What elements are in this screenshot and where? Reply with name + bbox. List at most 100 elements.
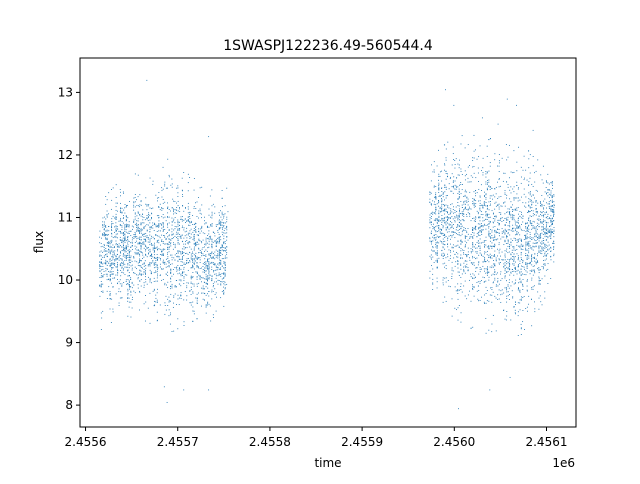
data-point	[137, 217, 139, 219]
data-point	[109, 271, 111, 273]
data-point	[438, 185, 440, 187]
data-point	[211, 189, 213, 191]
data-point	[130, 259, 132, 261]
data-point	[122, 222, 124, 224]
data-point	[494, 272, 496, 273]
data-point	[432, 256, 434, 258]
data-point	[208, 237, 210, 239]
data-point	[193, 242, 195, 244]
data-point	[211, 291, 213, 293]
data-point	[501, 205, 503, 207]
data-point	[449, 212, 451, 214]
data-point	[514, 224, 516, 226]
data-point	[165, 284, 167, 286]
data-point	[458, 191, 460, 193]
data-point	[442, 193, 444, 195]
data-point	[451, 236, 453, 238]
data-point	[186, 252, 188, 254]
data-point	[546, 207, 547, 209]
data-point	[109, 253, 111, 255]
data-point	[503, 259, 505, 261]
data-point	[478, 273, 480, 275]
data-point	[535, 235, 537, 237]
data-point	[544, 259, 546, 261]
data-point	[204, 269, 206, 271]
data-point	[429, 191, 431, 193]
data-point	[515, 268, 516, 270]
data-point	[532, 286, 534, 288]
data-point	[473, 217, 475, 219]
data-point	[180, 285, 182, 287]
data-point	[139, 272, 141, 274]
data-point	[485, 194, 487, 196]
data-point	[99, 230, 101, 232]
data-point	[140, 232, 142, 234]
data-point	[491, 301, 493, 303]
data-point	[171, 217, 173, 219]
data-point	[171, 186, 173, 188]
data-point	[220, 273, 222, 275]
data-point	[467, 267, 469, 269]
data-point	[464, 228, 466, 230]
data-point	[220, 263, 222, 265]
data-point	[497, 231, 498, 233]
data-point	[174, 254, 176, 256]
data-point	[149, 264, 151, 266]
data-point	[118, 243, 120, 245]
data-point	[508, 265, 510, 267]
data-point	[472, 284, 473, 286]
data-point	[205, 265, 207, 267]
data-point	[130, 316, 132, 318]
data-point	[546, 181, 548, 183]
data-point	[439, 232, 441, 234]
data-point	[444, 209, 446, 211]
data-point	[112, 267, 114, 268]
data-point	[215, 273, 217, 275]
data-point	[510, 213, 512, 215]
data-point	[112, 247, 114, 249]
data-point	[520, 280, 522, 282]
y-axis-label: flux	[32, 231, 46, 253]
data-point	[489, 162, 491, 164]
data-point	[208, 265, 210, 267]
data-point	[503, 220, 505, 221]
data-point	[162, 249, 164, 251]
data-point	[473, 198, 475, 200]
data-point	[192, 291, 194, 293]
data-point	[145, 301, 147, 303]
data-point	[174, 245, 176, 247]
data-point	[494, 216, 495, 217]
data-point	[159, 254, 161, 255]
data-point	[531, 288, 533, 290]
data-point	[186, 237, 188, 239]
data-point	[177, 210, 179, 212]
data-point	[545, 244, 547, 246]
data-point	[157, 259, 158, 261]
data-point	[124, 227, 126, 229]
data-point	[514, 208, 516, 210]
data-point	[544, 291, 546, 293]
data-point	[208, 276, 210, 278]
data-point	[154, 222, 156, 224]
data-point	[199, 210, 201, 212]
data-point	[475, 227, 476, 229]
data-point	[470, 234, 472, 235]
data-point	[131, 241, 133, 243]
data-point	[116, 258, 118, 259]
data-point	[186, 227, 188, 229]
data-point	[541, 229, 543, 231]
data-point	[156, 239, 158, 241]
data-point	[186, 220, 188, 221]
data-point	[151, 254, 153, 256]
data-point	[120, 275, 122, 277]
data-point	[507, 262, 509, 264]
data-point	[513, 186, 515, 188]
data-point	[526, 262, 528, 264]
data-point	[174, 247, 176, 249]
data-point	[121, 271, 123, 273]
data-point	[504, 228, 506, 230]
data-point	[444, 199, 446, 201]
data-point	[205, 277, 207, 279]
data-point	[201, 305, 202, 307]
data-point	[167, 305, 169, 306]
